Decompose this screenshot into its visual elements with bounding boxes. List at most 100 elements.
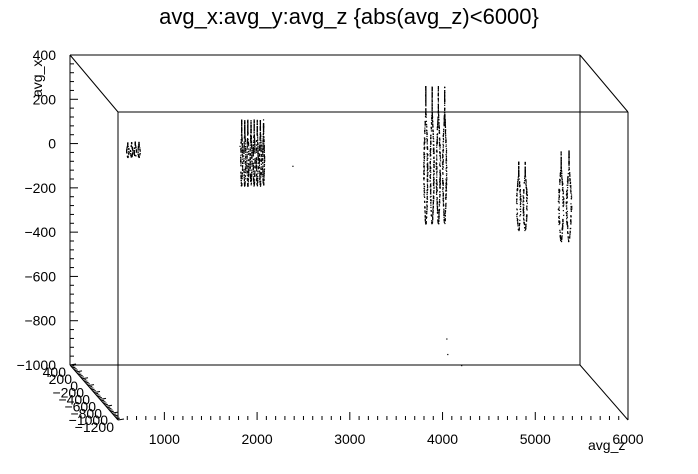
data-point — [436, 180, 438, 182]
data-point — [132, 152, 134, 154]
data-point — [246, 145, 248, 147]
data-point — [569, 179, 571, 181]
data-point — [439, 196, 441, 198]
data-point — [129, 149, 132, 152]
data-point — [517, 225, 519, 227]
data-point — [247, 143, 250, 145]
data-point — [568, 169, 570, 171]
data-point — [253, 183, 255, 185]
data-point — [249, 174, 252, 176]
data-point — [430, 198, 432, 201]
data-point — [444, 94, 446, 96]
data-point — [444, 133, 447, 135]
data-point — [559, 231, 561, 233]
data-point — [432, 124, 434, 126]
data-point — [443, 208, 445, 210]
data-point — [244, 143, 246, 145]
data-point — [570, 196, 572, 198]
data-point — [134, 144, 137, 147]
data-point — [444, 90, 446, 92]
data-point — [436, 179, 438, 181]
data-point — [423, 137, 426, 139]
data-point — [518, 181, 521, 183]
data-point — [567, 236, 569, 239]
data-point — [250, 144, 253, 146]
data-point — [243, 144, 245, 146]
data-point — [251, 146, 253, 148]
data-point — [516, 198, 518, 200]
data-point — [443, 133, 445, 135]
data-point — [423, 183, 425, 185]
data-point — [425, 108, 427, 110]
data-point — [248, 168, 250, 170]
data-point — [431, 88, 433, 90]
data-point — [253, 179, 255, 181]
data-point — [427, 148, 429, 150]
data-point — [567, 231, 569, 233]
data-point — [251, 173, 253, 176]
data-point — [244, 149, 246, 152]
data-point — [256, 120, 258, 122]
data-point — [260, 146, 262, 148]
data-point — [252, 169, 254, 171]
data-point — [262, 128, 265, 130]
data-point — [560, 238, 562, 240]
data-point — [526, 202, 528, 204]
data-point — [246, 153, 248, 155]
data-point — [558, 217, 560, 219]
data-point — [259, 128, 262, 130]
data-point — [445, 186, 447, 189]
data-point — [445, 159, 447, 161]
data-point — [248, 167, 250, 169]
data-point — [425, 216, 427, 218]
data-point — [263, 139, 265, 141]
data-point — [426, 185, 429, 187]
data-point — [526, 216, 528, 218]
depth-minor-tick — [116, 417, 120, 420]
data-point — [560, 165, 562, 168]
data-point — [445, 204, 447, 206]
data-point — [442, 198, 444, 200]
data-point — [255, 170, 258, 172]
data-point — [436, 144, 438, 146]
data-point — [427, 165, 429, 167]
data-point — [424, 130, 426, 132]
data-point — [445, 203, 447, 205]
data-point — [562, 182, 564, 185]
data-point — [432, 215, 434, 217]
data-point — [252, 166, 255, 168]
depth-tick-label: −200 — [52, 385, 84, 401]
data-point — [426, 146, 429, 148]
data-point — [438, 204, 440, 206]
data-point — [263, 156, 266, 158]
data-point — [425, 86, 427, 88]
data-point — [134, 154, 136, 157]
data-point — [262, 127, 265, 129]
data-point — [570, 189, 572, 191]
data-point — [263, 138, 265, 141]
data-point — [424, 212, 426, 214]
data-point — [246, 142, 248, 144]
data-point — [430, 143, 432, 145]
data-point — [444, 119, 446, 121]
data-point — [432, 144, 434, 146]
data-point — [252, 150, 255, 152]
data-point — [243, 160, 245, 163]
data-point — [522, 208, 524, 211]
x-axis: 1000 2000 3000 4000 5000 6000 — [117, 412, 644, 447]
data-point — [256, 133, 258, 136]
data-point — [433, 138, 435, 140]
data-point — [437, 104, 439, 107]
y-tick-label: −200 — [24, 180, 56, 196]
data-point — [263, 168, 266, 170]
data-point — [518, 163, 520, 166]
data-point — [439, 185, 441, 188]
data-point — [247, 137, 249, 140]
data-point — [262, 149, 264, 151]
data-point — [260, 173, 262, 175]
data-point — [426, 179, 428, 181]
data-point — [240, 176, 242, 178]
data-point — [257, 180, 259, 182]
data-point — [252, 141, 255, 143]
data-point — [560, 240, 563, 243]
